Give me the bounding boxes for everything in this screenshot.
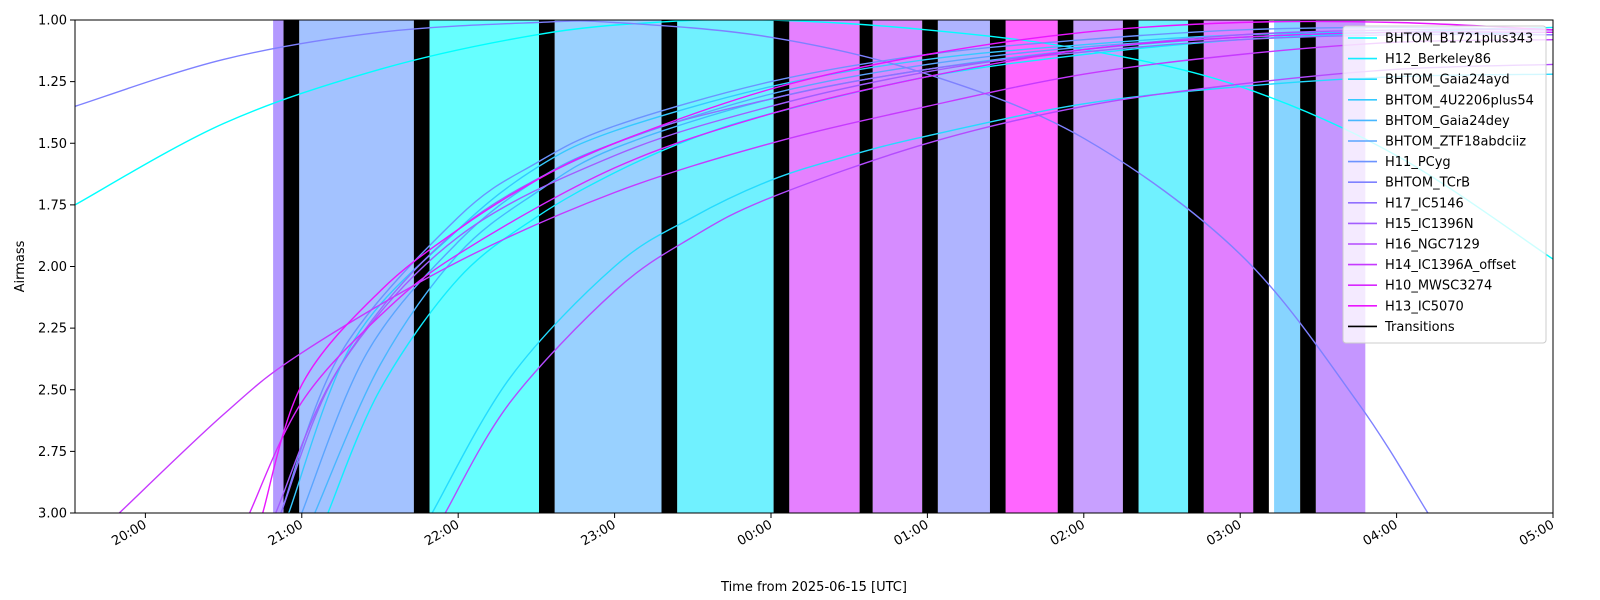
legend-entry-3: BHTOM_4U2206plus54: [1385, 93, 1534, 108]
series-line-3: [288, 31, 1553, 513]
series-line-10: [444, 63, 1553, 513]
legend-entry-1: H12_Berkeley86: [1385, 52, 1491, 67]
transition-block-11: [1253, 20, 1269, 513]
observation-block-8: [1005, 20, 1058, 513]
transition-block-8: [1057, 20, 1074, 513]
airmass-curves: [75, 20, 1553, 513]
observation-block-4: [677, 20, 774, 513]
legend-entry-8: H17_IC5146: [1385, 196, 1464, 211]
x-tick-label-7: 03:00: [1204, 517, 1244, 549]
transition-block-5: [859, 20, 873, 513]
transition-block-12: [1300, 20, 1316, 513]
legend-box: [1342, 25, 1547, 344]
legend-entry-5: BHTOM_ZTF18abdciiz: [1385, 135, 1526, 150]
legend-entry-11: H14_IC1396A_offset: [1385, 258, 1516, 273]
y-axis-ticks: 1.00 1.25 1.50 1.75 2.00 2.25 2.50 2.75 3.00: [38, 14, 75, 522]
observation-block-9: [1073, 20, 1123, 513]
transition-block-2: [538, 20, 555, 513]
series-line-12: [248, 31, 1553, 513]
series-line-13: [262, 20, 1553, 513]
observation-block-12: [1274, 20, 1301, 513]
y-tick-label-2: 1.50: [38, 137, 67, 152]
x-tick-label-8: 04:00: [1361, 517, 1401, 549]
x-tick-label-2: 22:00: [422, 517, 462, 549]
x-tick-label-4: 00:00: [735, 517, 775, 549]
y-tick-label-1: 1.25: [38, 75, 67, 90]
series-line-6: [280, 26, 1553, 513]
x-tick-label-1: 21:00: [266, 517, 306, 549]
observation-block-5: [789, 20, 860, 513]
transition-block-0: [283, 20, 300, 513]
legend: BHTOM_B1721plus343 H12_Berkeley86 BHTOM_Ga…: [1342, 25, 1547, 344]
observation-block-2: [429, 20, 539, 513]
observation-block-6: [872, 20, 923, 513]
legend-entry-13: H13_IC5070: [1385, 299, 1464, 314]
series-line-8: [280, 33, 1553, 513]
observation-block-11: [1203, 20, 1254, 513]
transition-block-10: [1188, 20, 1204, 513]
x-tick-label-9: 05:00: [1517, 517, 1557, 549]
observation-block-1: [299, 20, 414, 513]
transition-block-1: [413, 20, 430, 513]
transition-block-3: [661, 20, 678, 513]
x-tick-label-6: 02:00: [1048, 517, 1088, 549]
x-axis-ticks: 20:00 21:00 22:00 23:00 00:00 01:00 02:00 03:00…: [109, 513, 1557, 549]
y-axis-label: Airmass: [13, 240, 28, 292]
observation-block-0: [273, 20, 284, 513]
y-tick-label-5: 2.25: [38, 322, 67, 337]
y-tick-label-6: 2.50: [38, 383, 67, 398]
y-tick-label-4: 2.00: [38, 260, 67, 275]
legend-entry-9: H15_IC1396N: [1385, 217, 1474, 232]
transition-blocks: [283, 20, 1316, 513]
observation-block-3: [554, 20, 662, 513]
legend-entry-7: BHTOM_TCrB: [1385, 176, 1470, 191]
legend-entry-6: H11_PCyg: [1385, 155, 1451, 170]
transition-block-9: [1122, 20, 1139, 513]
y-tick-label-0: 1.00: [38, 14, 67, 29]
legend-entry-4: BHTOM_Gaia24dey: [1385, 114, 1510, 129]
series-line-7: [75, 20, 1429, 513]
transition-block-7: [989, 20, 1006, 513]
y-tick-label-3: 1.75: [38, 198, 67, 213]
series-line-0: [75, 20, 1553, 260]
series-line-9: [275, 28, 1553, 513]
legend-entry-12: H10_MWSC3274: [1385, 279, 1492, 294]
legend-entry-2: BHTOM_Gaia24ayd: [1385, 73, 1510, 88]
series-line-2: [431, 73, 1553, 513]
x-tick-label-0: 20:00: [109, 517, 149, 549]
series-line-11: [118, 39, 1553, 513]
y-tick-label-8: 3.00: [38, 507, 67, 522]
x-axis-label: Time from 2025-06-15 [UTC]: [720, 580, 907, 595]
transition-block-6: [922, 20, 938, 513]
x-tick-label-5: 01:00: [891, 517, 931, 549]
x-tick-label-3: 23:00: [579, 517, 619, 549]
transition-block-4: [773, 20, 790, 513]
legend-entry-0: BHTOM_B1721plus343: [1385, 32, 1533, 47]
legend-entry-14: Transitions: [1384, 320, 1455, 335]
observation-block-10: [1138, 20, 1189, 513]
y-tick-label-7: 2.75: [38, 445, 67, 460]
legend-entry-10: H16_NGC7129: [1385, 238, 1480, 253]
